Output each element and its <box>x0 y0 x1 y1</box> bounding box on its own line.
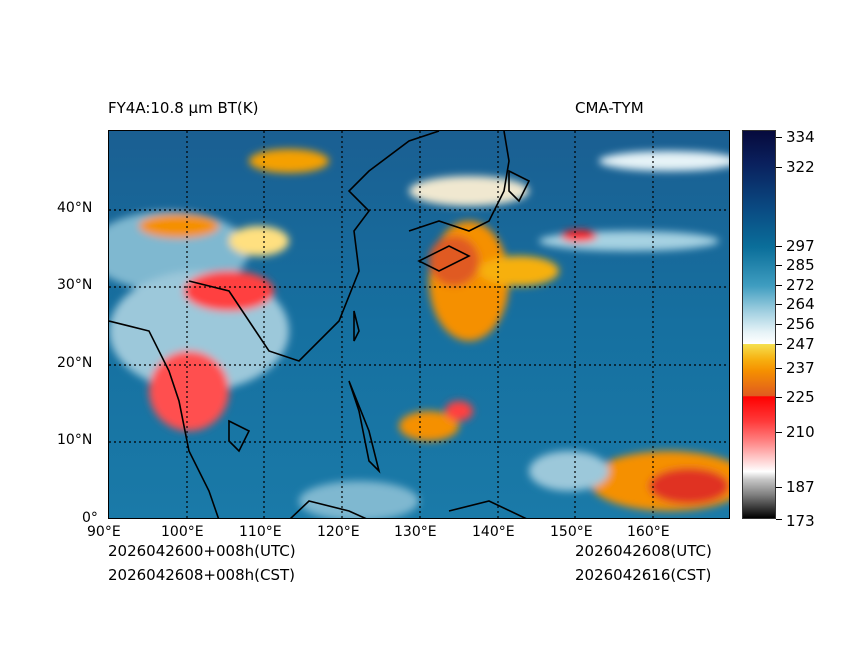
colorbar-tick-label: 225 <box>786 388 815 406</box>
colorbar-tick-label: 173 <box>786 512 815 530</box>
x-tick-label: 110°E <box>239 524 282 540</box>
map-image <box>109 131 729 518</box>
x-tick-label: 90°E <box>87 524 121 540</box>
colorbar-tick-label: 297 <box>786 237 815 255</box>
colorbar-tick-label: 187 <box>786 478 815 496</box>
colorbar-tick-label: 272 <box>786 276 815 294</box>
colorbar-tick-label: 247 <box>786 335 815 353</box>
cloud-field <box>109 149 729 518</box>
y-tick-label: 0° <box>82 510 98 526</box>
y-tick-label: 10°N <box>57 432 93 448</box>
x-tick-label: 130°E <box>394 524 437 540</box>
init-time-utc: 2026042600+008h(UTC) <box>108 542 296 560</box>
colorbar-tick-label: 264 <box>786 295 815 313</box>
x-tick-label: 140°E <box>472 524 515 540</box>
colorbar-tick-label: 237 <box>786 359 815 377</box>
colorbar-tick-label: 210 <box>786 423 815 441</box>
x-tick-label: 120°E <box>317 524 360 540</box>
colorbar-tick-label: 285 <box>786 256 815 274</box>
product-title: FY4A:10.8 µm BT(K) <box>108 99 259 117</box>
y-tick-label: 40°N <box>57 200 93 216</box>
agency-title: CMA-TYM <box>575 99 644 117</box>
colorbar-tick-label: 322 <box>786 158 815 176</box>
valid-time-cst: 2026042616(CST) <box>575 566 712 584</box>
colorbar-tick-label: 256 <box>786 315 815 333</box>
colorbar <box>742 130 776 519</box>
init-time-cst: 2026042608+008h(CST) <box>108 566 296 584</box>
y-tick-label: 20°N <box>57 355 93 371</box>
x-tick-label: 150°E <box>550 524 593 540</box>
satellite-map <box>108 130 730 519</box>
x-tick-label: 160°E <box>627 524 670 540</box>
graticule <box>109 131 729 518</box>
colorbar-tick-label: 334 <box>786 128 815 146</box>
y-tick-label: 30°N <box>57 277 93 293</box>
valid-time-utc: 2026042608(UTC) <box>575 542 712 560</box>
x-tick-label: 100°E <box>161 524 204 540</box>
coastlines <box>109 131 531 518</box>
